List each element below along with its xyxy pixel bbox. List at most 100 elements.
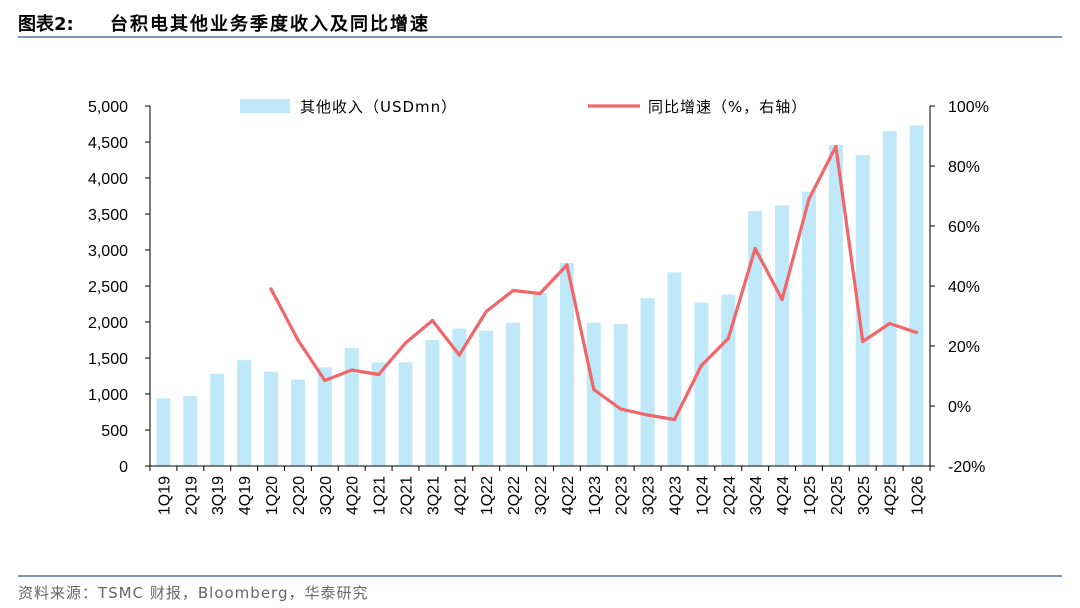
growth-point-1Q21 (377, 372, 381, 377)
bar-2Q23 (613, 324, 628, 466)
left-y-tick-label: 5,000 (88, 99, 128, 116)
x-tick-label-2Q20: 2Q20 (291, 476, 308, 515)
bar-1Q25 (801, 191, 816, 466)
legend-bar-swatch (240, 99, 290, 113)
bar-2Q24 (721, 294, 736, 466)
growth-point-4Q24 (780, 297, 784, 302)
bar-4Q19 (237, 360, 252, 466)
left-y-tick-labels: 0 500 1,000 1,500 2,000 2,500 3,000 3,500 4,000 4… (88, 99, 128, 476)
x-tick-label-2Q24: 2Q24 (721, 476, 738, 515)
left-y-tick-label: 3,500 (88, 207, 128, 224)
x-tick-label-1Q24: 1Q24 (694, 476, 711, 515)
header-rule (18, 36, 1062, 38)
x-tick-label-2Q22: 2Q22 (506, 476, 523, 515)
left-y-tick-label: 500 (101, 423, 128, 440)
growth-point-1Q26 (914, 330, 919, 335)
left-y-tick-label: 4,500 (88, 135, 128, 152)
x-tick-label-1Q21: 1Q21 (372, 476, 389, 515)
bar-2Q20 (290, 379, 305, 466)
bar-1Q21 (371, 362, 386, 466)
x-tick-label-1Q22: 1Q22 (479, 476, 496, 515)
axes (145, 105, 935, 471)
source-note: 资料来源：TSMC 财报，Bloomberg，华泰研究 (18, 584, 369, 602)
bar-2Q19 (183, 396, 198, 466)
chart: 1Q19 2Q19 3Q19 4Q19 1Q20 2Q20 3Q20 4Q20 1Q21 2Q21… (88, 98, 989, 515)
x-tick-label-3Q19: 3Q19 (210, 476, 227, 515)
bar-2Q22 (506, 322, 521, 466)
figure-title: 台积电其他业务季度收入及同比增速 (110, 14, 430, 35)
bar-4Q22 (559, 262, 574, 466)
x-tick-label-4Q23: 4Q23 (667, 476, 684, 515)
right-y-tick-label: 80% (948, 159, 980, 176)
bar-4Q23 (667, 272, 682, 466)
left-y-tick-label: 4,000 (88, 171, 128, 188)
x-tick-label-1Q19: 1Q19 (156, 476, 173, 515)
x-tick-labels: 1Q19 2Q19 3Q19 4Q19 1Q20 2Q20 3Q20 4Q20 1Q21 2Q21… (156, 476, 926, 515)
x-tick-label-2Q23: 2Q23 (614, 476, 631, 515)
x-tick-label-3Q23: 3Q23 (641, 476, 658, 515)
bar-1Q26 (909, 125, 924, 466)
bar-3Q23 (640, 298, 655, 466)
figure-number: 图表2: (18, 14, 74, 35)
x-tick-label-4Q19: 4Q19 (237, 476, 254, 515)
x-tick-label-1Q26: 1Q26 (910, 476, 927, 515)
x-tick-label-2Q21: 2Q21 (399, 476, 416, 515)
growth-point-1Q23 (592, 387, 596, 392)
x-tick-label-3Q21: 3Q21 (425, 476, 442, 515)
growth-point-2Q21 (403, 341, 408, 345)
growth-point-2Q24 (726, 336, 730, 341)
bar-1Q20 (264, 371, 279, 466)
right-y-tick-label: 40% (948, 279, 980, 296)
bar-3Q24 (748, 211, 763, 466)
right-y-tick-label: 100% (948, 99, 989, 116)
bar-3Q20 (317, 367, 332, 466)
growth-point-1Q24 (699, 363, 703, 368)
right-y-tick-label: 0% (948, 399, 971, 416)
growth-point-3Q23 (645, 413, 650, 417)
growth-point-3Q22 (538, 291, 542, 296)
x-tick-label-4Q20: 4Q20 (345, 476, 362, 515)
bar-1Q24 (694, 302, 709, 466)
growth-point-1Q20 (269, 287, 273, 291)
growth-point-4Q20 (350, 368, 354, 372)
bar-1Q23 (586, 322, 601, 466)
left-y-tick-label: 1,500 (88, 351, 128, 368)
figure-header: 图表2: 台积电其他业务季度收入及同比增速 (18, 8, 1062, 36)
x-tick-label-4Q24: 4Q24 (775, 476, 792, 515)
bar-3Q21 (425, 340, 440, 466)
growth-point-2Q22 (511, 288, 515, 293)
footer-rule (18, 575, 1062, 577)
growth-point-3Q21 (430, 318, 435, 323)
growth-point-4Q25 (888, 321, 892, 326)
x-tick-label-4Q22: 4Q22 (560, 476, 577, 515)
left-y-tick-label: 3,000 (88, 243, 128, 260)
bar-4Q21 (452, 328, 467, 466)
x-tick-label-1Q20: 1Q20 (264, 476, 281, 515)
growth-point-2Q23 (619, 407, 623, 411)
bar-3Q19 (210, 373, 225, 466)
x-tick-label-3Q22: 3Q22 (533, 476, 550, 515)
bar-2Q21 (398, 362, 413, 466)
legend: 其他收入（USDmn） 同比增速（%，右轴） (240, 98, 807, 116)
left-y-tick-label: 2,000 (88, 315, 128, 332)
bar-4Q20 (344, 347, 359, 466)
left-y-tick-label: 1,000 (88, 387, 128, 404)
bar-1Q22 (479, 330, 494, 466)
growth-point-4Q22 (565, 263, 569, 267)
legend-line-label: 同比增速（%，右轴） (648, 98, 807, 116)
growth-point-3Q25 (861, 339, 865, 344)
left-y-tick-label: 2,500 (88, 279, 128, 296)
growth-point-1Q22 (484, 309, 488, 314)
x-tick-label-3Q25: 3Q25 (856, 476, 873, 515)
bar-3Q25 (855, 154, 870, 466)
growth-point-4Q21 (457, 353, 461, 357)
x-tick-label-3Q20: 3Q20 (318, 476, 335, 515)
growth-point-2Q25 (834, 144, 838, 149)
line-series (269, 144, 919, 422)
x-tick-label-1Q23: 1Q23 (587, 476, 604, 515)
legend-bar-label: 其他收入（USDmn） (300, 98, 457, 116)
bar-4Q25 (882, 131, 897, 466)
right-y-tick-label: 20% (948, 339, 980, 356)
x-tick-label-4Q25: 4Q25 (883, 476, 900, 515)
x-tick-label-2Q25: 2Q25 (829, 476, 846, 515)
